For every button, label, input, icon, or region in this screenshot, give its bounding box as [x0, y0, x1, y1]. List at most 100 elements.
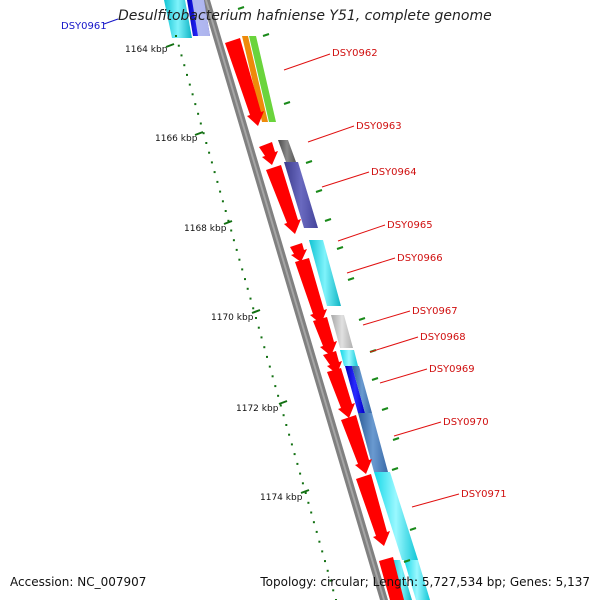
ruler-dot: [180, 54, 183, 57]
gene-label-DSY0970[interactable]: DSY0970: [443, 417, 489, 428]
ruler-dot: [232, 239, 235, 242]
ruler-dot: [282, 414, 285, 417]
gene-label-DSY0971[interactable]: DSY0971: [461, 489, 507, 500]
gene-arrow-DSY0967: [313, 317, 337, 356]
ruler-dot: [307, 501, 310, 504]
ruler-label-1170: 1170 kbp: [211, 313, 254, 323]
gene-labels: DSY0961 DSY0962 DSY0963 DSY0964 DSY0965 …: [61, 21, 507, 500]
ruler-dot: [246, 287, 249, 290]
ruler-dot: [299, 472, 302, 475]
feature-track: [164, 0, 430, 600]
gene-label-DSY0966[interactable]: DSY0966: [397, 253, 443, 264]
ruler-dot: [296, 462, 299, 465]
ruler-dot: [301, 482, 304, 485]
gene-arrow-DSY0964: [266, 165, 301, 234]
ruler-dot: [208, 151, 211, 154]
ruler-dot: [310, 511, 313, 514]
gene-label-DSY0963[interactable]: DSY0963: [356, 121, 402, 132]
ruler-label-1168: 1168 kbp: [184, 224, 227, 234]
ruler-dot: [318, 540, 321, 543]
label-leaders: [103, 18, 460, 508]
feature-DSY0970-steel: [358, 413, 388, 472]
feature-DSY0968-cyan: [340, 350, 358, 366]
gene-label-DSY0964[interactable]: DSY0964: [371, 167, 417, 178]
ruler-dot: [199, 122, 202, 125]
ruler-label-1172: 1172 kbp: [236, 404, 279, 414]
feature-DSY0963-darkgrey: [278, 140, 296, 162]
gene-label-DSY0969[interactable]: DSY0969: [429, 364, 475, 375]
ruler-dot: [255, 317, 257, 319]
ruler-dot: [293, 453, 296, 456]
feature-DSY0964-slate: [284, 162, 318, 228]
gene-label-DSY0968[interactable]: DSY0968: [420, 332, 466, 343]
ruler-dot: [191, 93, 194, 96]
ruler-dot: [252, 307, 255, 310]
ruler-label-1166: 1166 kbp: [155, 134, 198, 144]
ruler-dot: [216, 180, 219, 183]
ruler-dot: [205, 142, 208, 144]
ruler-dot: [268, 365, 271, 368]
gene-arrow-DSY0971: [356, 474, 390, 546]
ruler-dot: [315, 530, 318, 533]
gene-arrows: [225, 38, 404, 600]
feature-DSY0961-cyan: [164, 0, 192, 38]
ruler-dot: [263, 346, 266, 349]
ruler-dot: [186, 73, 188, 76]
gene-label-DSY0967[interactable]: DSY0967: [412, 306, 458, 317]
gene-arrow-DSY0963: [259, 142, 278, 165]
ruler-dot: [249, 297, 252, 300]
ruler-dot: [312, 521, 315, 524]
ruler-dot: [194, 103, 197, 106]
feature-DSY0962-orange: [242, 36, 268, 122]
ruler-dot: [241, 268, 244, 271]
ruler-dot: [321, 550, 324, 553]
gene-arrow-DSY0968: [323, 351, 342, 374]
ruler-dot: [271, 375, 274, 378]
ruler-dot: [221, 200, 224, 203]
ruler-dot: [279, 404, 282, 407]
ruler-dot: [202, 132, 205, 135]
feature-DSY0967-grey: [331, 315, 353, 348]
ruler-dot: [177, 44, 180, 47]
gene-arrow-DSY0970: [341, 415, 372, 474]
ruler-dot: [257, 326, 260, 329]
genome-title: Desulfitobacterium hafniense Y51, comple…: [118, 8, 492, 24]
ruler-label-1174: 1174 kbp: [260, 493, 303, 503]
kbp-ruler: [175, 35, 337, 600]
ruler-dot: [285, 424, 288, 426]
ruler-dot: [213, 171, 216, 174]
ruler-label-1164: 1164 kbp: [125, 45, 168, 55]
ruler-labels: 1164 kbp 1166 kbp 1168 kbp 1170 kbp 1172…: [125, 45, 303, 503]
ruler-major-ticks: [165, 43, 310, 494]
ruler-dot: [224, 210, 227, 212]
ruler-dot: [227, 219, 230, 222]
gene-label-DSY0961[interactable]: DSY0961: [61, 21, 107, 32]
gene-arrow-DSY0969: [327, 368, 355, 418]
ruler-dot: [332, 589, 335, 592]
gene-label-DSY0962[interactable]: DSY0962: [332, 48, 378, 59]
ruler-dot: [290, 443, 293, 446]
ruler-dot: [244, 278, 246, 281]
gene-arrow-DSY0965: [290, 243, 307, 262]
ruler-dot: [274, 385, 277, 388]
ruler-dot: [235, 248, 238, 251]
feature-DSY0969-blue: [345, 366, 365, 413]
ruler-dot: [219, 190, 222, 193]
ruler-dot: [210, 161, 213, 164]
feature-DSY0962-green: [249, 36, 276, 122]
accession-text: Accession: NC_007907: [10, 575, 147, 589]
gene-label-DSY0965[interactable]: DSY0965: [387, 220, 433, 231]
gene-arrow-DSY0962: [225, 38, 264, 126]
feature-DSY0966-cyan: [309, 240, 341, 306]
gene-arrow-DSY0972: [379, 557, 404, 600]
ruler-dot: [324, 560, 326, 563]
ruler-dot: [188, 83, 191, 86]
gene-arrow-DSY0966: [295, 258, 327, 324]
ruler-dot: [329, 579, 332, 582]
feature-DSY0971-cyan: [374, 472, 418, 560]
ruler-dot: [266, 355, 268, 358]
ruler-dot: [230, 229, 233, 232]
ruler-dot: [175, 35, 177, 37]
